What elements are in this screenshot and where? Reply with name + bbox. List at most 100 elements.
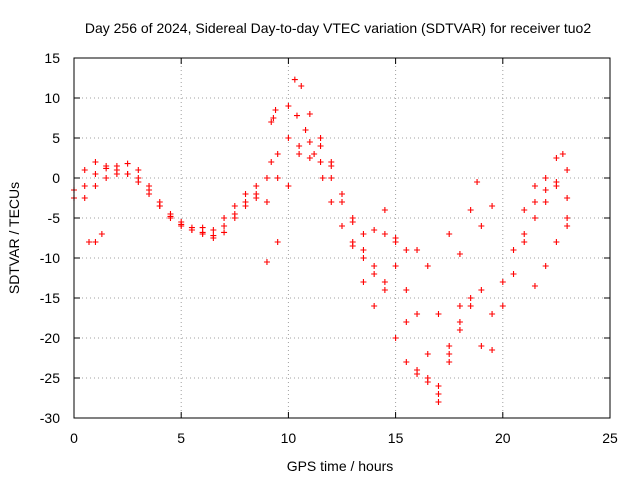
data-point: [564, 167, 571, 173]
data-point: [272, 107, 279, 113]
data-point: [103, 163, 110, 169]
data-point: [474, 179, 481, 185]
data-point: [392, 235, 399, 241]
data-point: [210, 235, 217, 241]
data-point: [446, 351, 453, 357]
data-point: [302, 127, 309, 133]
data-point: [392, 263, 399, 269]
y-tick-label: 10: [44, 90, 60, 106]
data-point: [156, 203, 163, 209]
x-tick-label: 10: [281, 430, 297, 446]
data-point: [381, 207, 388, 213]
data-point: [510, 247, 517, 253]
data-point: [81, 167, 88, 173]
axis-ticks: [73, 57, 611, 419]
data-point: [360, 279, 367, 285]
data-point: [188, 227, 195, 233]
data-point: [371, 271, 378, 277]
data-point: [263, 175, 270, 181]
data-point: [424, 379, 431, 385]
data-point: [456, 251, 463, 257]
data-point: [489, 311, 496, 317]
data-point: [296, 143, 303, 149]
data-markers: [71, 76, 571, 405]
data-point: [242, 203, 249, 209]
data-point: [253, 195, 260, 201]
data-point: [403, 319, 410, 325]
data-point: [467, 207, 474, 213]
x-tick-label: 15: [388, 430, 404, 446]
data-point: [199, 224, 206, 231]
data-point: [210, 227, 217, 233]
data-point: [349, 215, 356, 221]
data-point: [403, 287, 410, 293]
data-point: [319, 175, 326, 181]
data-point: [285, 135, 292, 141]
y-tick-label: -30: [40, 410, 60, 426]
data-point: [435, 399, 442, 405]
data-point: [291, 76, 298, 83]
data-point: [414, 311, 421, 317]
data-point: [268, 119, 275, 125]
data-point: [381, 231, 388, 237]
data-point: [146, 187, 153, 193]
data-point: [435, 311, 442, 317]
data-point: [381, 279, 388, 285]
data-point: [113, 171, 120, 177]
data-point: [360, 255, 367, 261]
data-point: [311, 151, 318, 157]
y-tick-label: -15: [40, 290, 60, 306]
data-point: [274, 151, 281, 157]
data-point: [478, 343, 485, 349]
data-point: [531, 283, 538, 289]
data-point: [371, 263, 378, 269]
data-point: [317, 159, 324, 165]
data-point: [221, 215, 228, 221]
x-tick-label: 0: [70, 430, 78, 446]
data-point: [414, 371, 421, 377]
data-point: [306, 155, 313, 161]
data-point: [403, 247, 410, 253]
data-point: [293, 112, 300, 119]
data-point: [167, 215, 174, 221]
data-point: [456, 327, 463, 333]
x-axis-label: GPS time / hours: [287, 458, 394, 474]
data-point: [263, 259, 270, 265]
data-point: [564, 223, 571, 229]
data-point: [81, 195, 88, 201]
y-tick-label: -25: [40, 370, 60, 386]
tick-labels: 0 5 10 15 20 25 -30 -25 -20 -15 -10 -5 0 5 10 15: [40, 50, 618, 446]
data-point: [435, 383, 442, 389]
data-point: [381, 287, 388, 293]
data-point: [499, 303, 506, 309]
data-point: [135, 167, 142, 173]
data-point: [103, 175, 110, 181]
data-point: [489, 203, 496, 209]
data-point: [542, 175, 549, 181]
data-point: [199, 231, 206, 237]
data-point: [371, 227, 378, 233]
data-point: [478, 223, 485, 229]
data-point: [446, 343, 453, 349]
data-point: [306, 139, 313, 145]
y-tick-label: 0: [52, 170, 60, 186]
y-tick-label: 15: [44, 50, 60, 66]
data-point: [135, 175, 142, 181]
data-point: [86, 239, 93, 245]
x-tick-label: 20: [495, 430, 511, 446]
data-point: [542, 187, 549, 193]
data-point: [478, 287, 485, 293]
data-point: [263, 199, 270, 205]
plot-frame: [73, 57, 611, 419]
data-point: [328, 175, 335, 181]
x-tick-label: 5: [177, 430, 185, 446]
data-point: [564, 195, 571, 201]
data-point: [531, 215, 538, 221]
data-point: [446, 359, 453, 365]
data-point: [414, 247, 421, 253]
data-point: [231, 203, 238, 209]
data-point: [92, 171, 99, 177]
data-point: [124, 171, 131, 177]
data-point: [521, 231, 528, 237]
